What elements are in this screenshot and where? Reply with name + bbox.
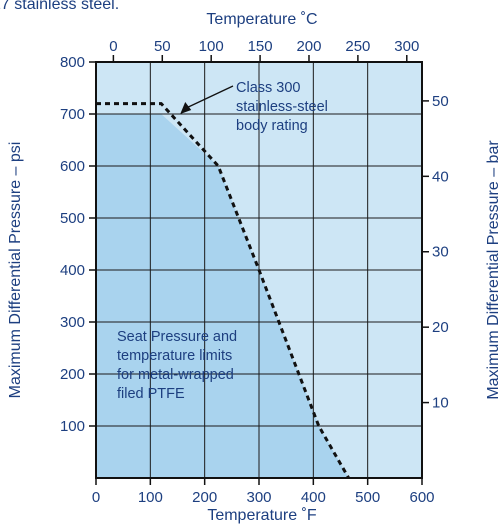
class300-label-line: stainless-steel — [236, 99, 328, 115]
y-left-tick-label: 200 — [60, 366, 85, 383]
x-top-tick-label: 0 — [109, 38, 117, 55]
x-bottom-tick-label: 100 — [138, 489, 163, 506]
x-top-tick-label: 100 — [199, 38, 224, 55]
x-top-axis-title: Temperature ˚C — [206, 11, 317, 28]
y-left-tick-label: 800 — [60, 54, 85, 71]
region-label-line: Seat Pressure and — [117, 329, 237, 345]
seat-limit-region — [96, 114, 349, 478]
y-right-tick-label: 40 — [432, 168, 449, 185]
x-bottom-tick-label: 600 — [409, 489, 434, 506]
y-right-tick-label: 30 — [432, 244, 449, 261]
x-top-tick-label: 50 — [154, 38, 171, 55]
top-caption-fragment: 17 stainless steel. — [0, 0, 119, 13]
region-label-line: temperature limits — [117, 348, 232, 364]
class300-label-line: Class 300 — [236, 80, 300, 96]
x-bottom-tick-label: 400 — [301, 489, 326, 506]
y-right-tick-label: 10 — [432, 395, 449, 412]
y-right-axis-title: Maximum Differential Pressure – bar — [485, 140, 502, 400]
plot-frame — [95, 61, 423, 479]
y-left-tick-label: 500 — [60, 210, 85, 227]
x-bottom-tick-label: 0 — [92, 489, 100, 506]
x-top-tick-label: 150 — [248, 38, 273, 55]
x-bottom-tick-label: 300 — [246, 489, 271, 506]
x-top-tick-label: 300 — [394, 38, 419, 55]
y-left-tick-label: 600 — [60, 158, 85, 175]
y-left-tick-label: 100 — [60, 418, 85, 435]
region-label-line: filed PTFE — [117, 386, 185, 402]
y-left-tick-label: 400 — [60, 262, 85, 279]
x-bottom-axis-title: Temperature ˚F — [207, 507, 317, 524]
x-bottom-tick-label: 500 — [355, 489, 380, 506]
callout-arrowhead — [180, 102, 192, 114]
x-top-tick-label: 200 — [296, 38, 321, 55]
class300-rating-line — [96, 102, 350, 479]
callout-arrow-shaft — [185, 85, 234, 109]
class300-label-line: body rating — [236, 118, 308, 134]
y-right-tick-label: 50 — [432, 93, 449, 110]
plot-area: 0 100 200 300 400 500 600 0 50 100 150 200 250 300 100… — [60, 38, 449, 506]
y-left-tick-label: 300 — [60, 314, 85, 331]
y-right-tick-label: 20 — [432, 319, 449, 336]
x-bottom-tick-label: 200 — [192, 489, 217, 506]
region-label-line: for metal-wrapped — [117, 367, 234, 383]
x-top-tick-label: 250 — [345, 38, 370, 55]
y-left-axis-title: Maximum Differential Pressure – psi — [7, 142, 24, 399]
y-left-tick-label: 700 — [60, 106, 85, 123]
